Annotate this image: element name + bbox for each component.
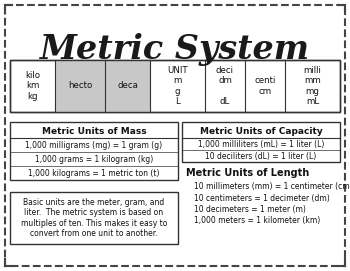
Bar	[10, 192, 178, 244]
Text: 1,000 milligrams (mg) = 1 gram (g): 1,000 milligrams (mg) = 1 gram (g)	[26, 140, 162, 150]
Text: Metric System: Metric System	[40, 34, 310, 66]
Text: 1,000 grams = 1 kilogram (kg): 1,000 grams = 1 kilogram (kg)	[35, 154, 153, 163]
Bar	[182, 122, 340, 162]
Text: 10 deciliters (dL) = 1 liter (L): 10 deciliters (dL) = 1 liter (L)	[205, 151, 317, 160]
Text: 1,000 meters = 1 kilometer (km): 1,000 meters = 1 kilometer (km)	[194, 217, 320, 225]
Text: centi
cm: centi cm	[254, 76, 276, 96]
Text: deci
dm

dL: deci dm dL	[216, 66, 234, 106]
Bar	[55, 60, 105, 112]
Text: 10 decimeters = 1 meter (m): 10 decimeters = 1 meter (m)	[194, 205, 306, 214]
Text: Metric Units of Length: Metric Units of Length	[186, 168, 309, 178]
Text: UNIT
m
g
L: UNIT m g L	[167, 66, 188, 106]
Text: hecto: hecto	[68, 82, 92, 91]
Text: Metric Units of Mass: Metric Units of Mass	[42, 127, 146, 136]
Text: Basic units are the meter, gram, and
liter.  The metric system is based on
multi: Basic units are the meter, gram, and lit…	[21, 198, 167, 238]
Text: 10 millimeters (mm) = 1 centimeter (cm): 10 millimeters (mm) = 1 centimeter (cm)	[194, 182, 350, 191]
Bar	[10, 122, 178, 180]
Text: 1,000 kilograms = 1 metric ton (t): 1,000 kilograms = 1 metric ton (t)	[28, 169, 160, 178]
Text: 10 centimeters = 1 decimeter (dm): 10 centimeters = 1 decimeter (dm)	[194, 193, 330, 202]
Text: Metric Units of Capacity: Metric Units of Capacity	[199, 127, 322, 136]
Text: milli
mm
mg
mL: milli mm mg mL	[303, 66, 321, 106]
Bar	[105, 60, 150, 112]
Text: deca: deca	[117, 82, 138, 91]
Bar	[10, 60, 340, 112]
Text: 1,000 milliliters (mL) = 1 liter (L): 1,000 milliliters (mL) = 1 liter (L)	[198, 140, 324, 149]
Bar	[10, 60, 340, 112]
Text: kilo
km
kg: kilo km kg	[25, 71, 40, 101]
